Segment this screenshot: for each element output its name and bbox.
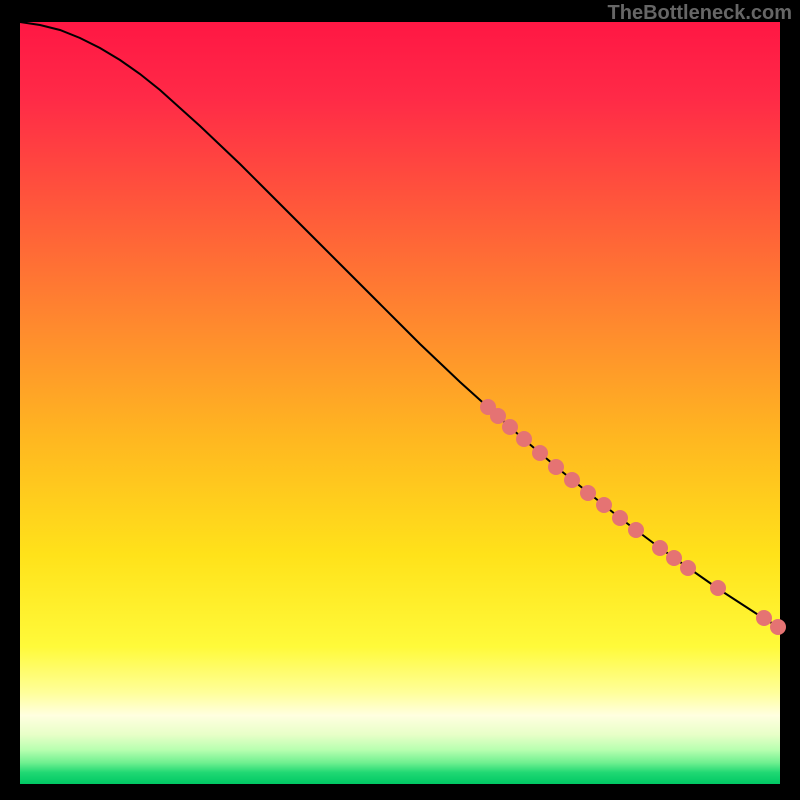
chart-container <box>0 0 800 800</box>
gradient-background <box>20 22 780 784</box>
scatter-point <box>596 497 612 513</box>
scatter-point <box>532 445 548 461</box>
watermark: TheBottleneck.com <box>608 2 792 25</box>
scatter-point <box>564 472 580 488</box>
scatter-point <box>548 459 564 475</box>
scatter-point <box>628 522 644 538</box>
scatter-point <box>652 540 668 556</box>
scatter-point <box>516 431 532 447</box>
scatter-point <box>580 485 596 501</box>
scatter-point <box>490 408 506 424</box>
scatter-point <box>710 580 726 596</box>
scatter-point <box>612 510 628 526</box>
chart-svg <box>0 0 800 800</box>
scatter-point <box>680 560 696 576</box>
scatter-point <box>770 619 786 635</box>
scatter-point <box>666 550 682 566</box>
scatter-point <box>756 610 772 626</box>
scatter-point <box>502 419 518 435</box>
